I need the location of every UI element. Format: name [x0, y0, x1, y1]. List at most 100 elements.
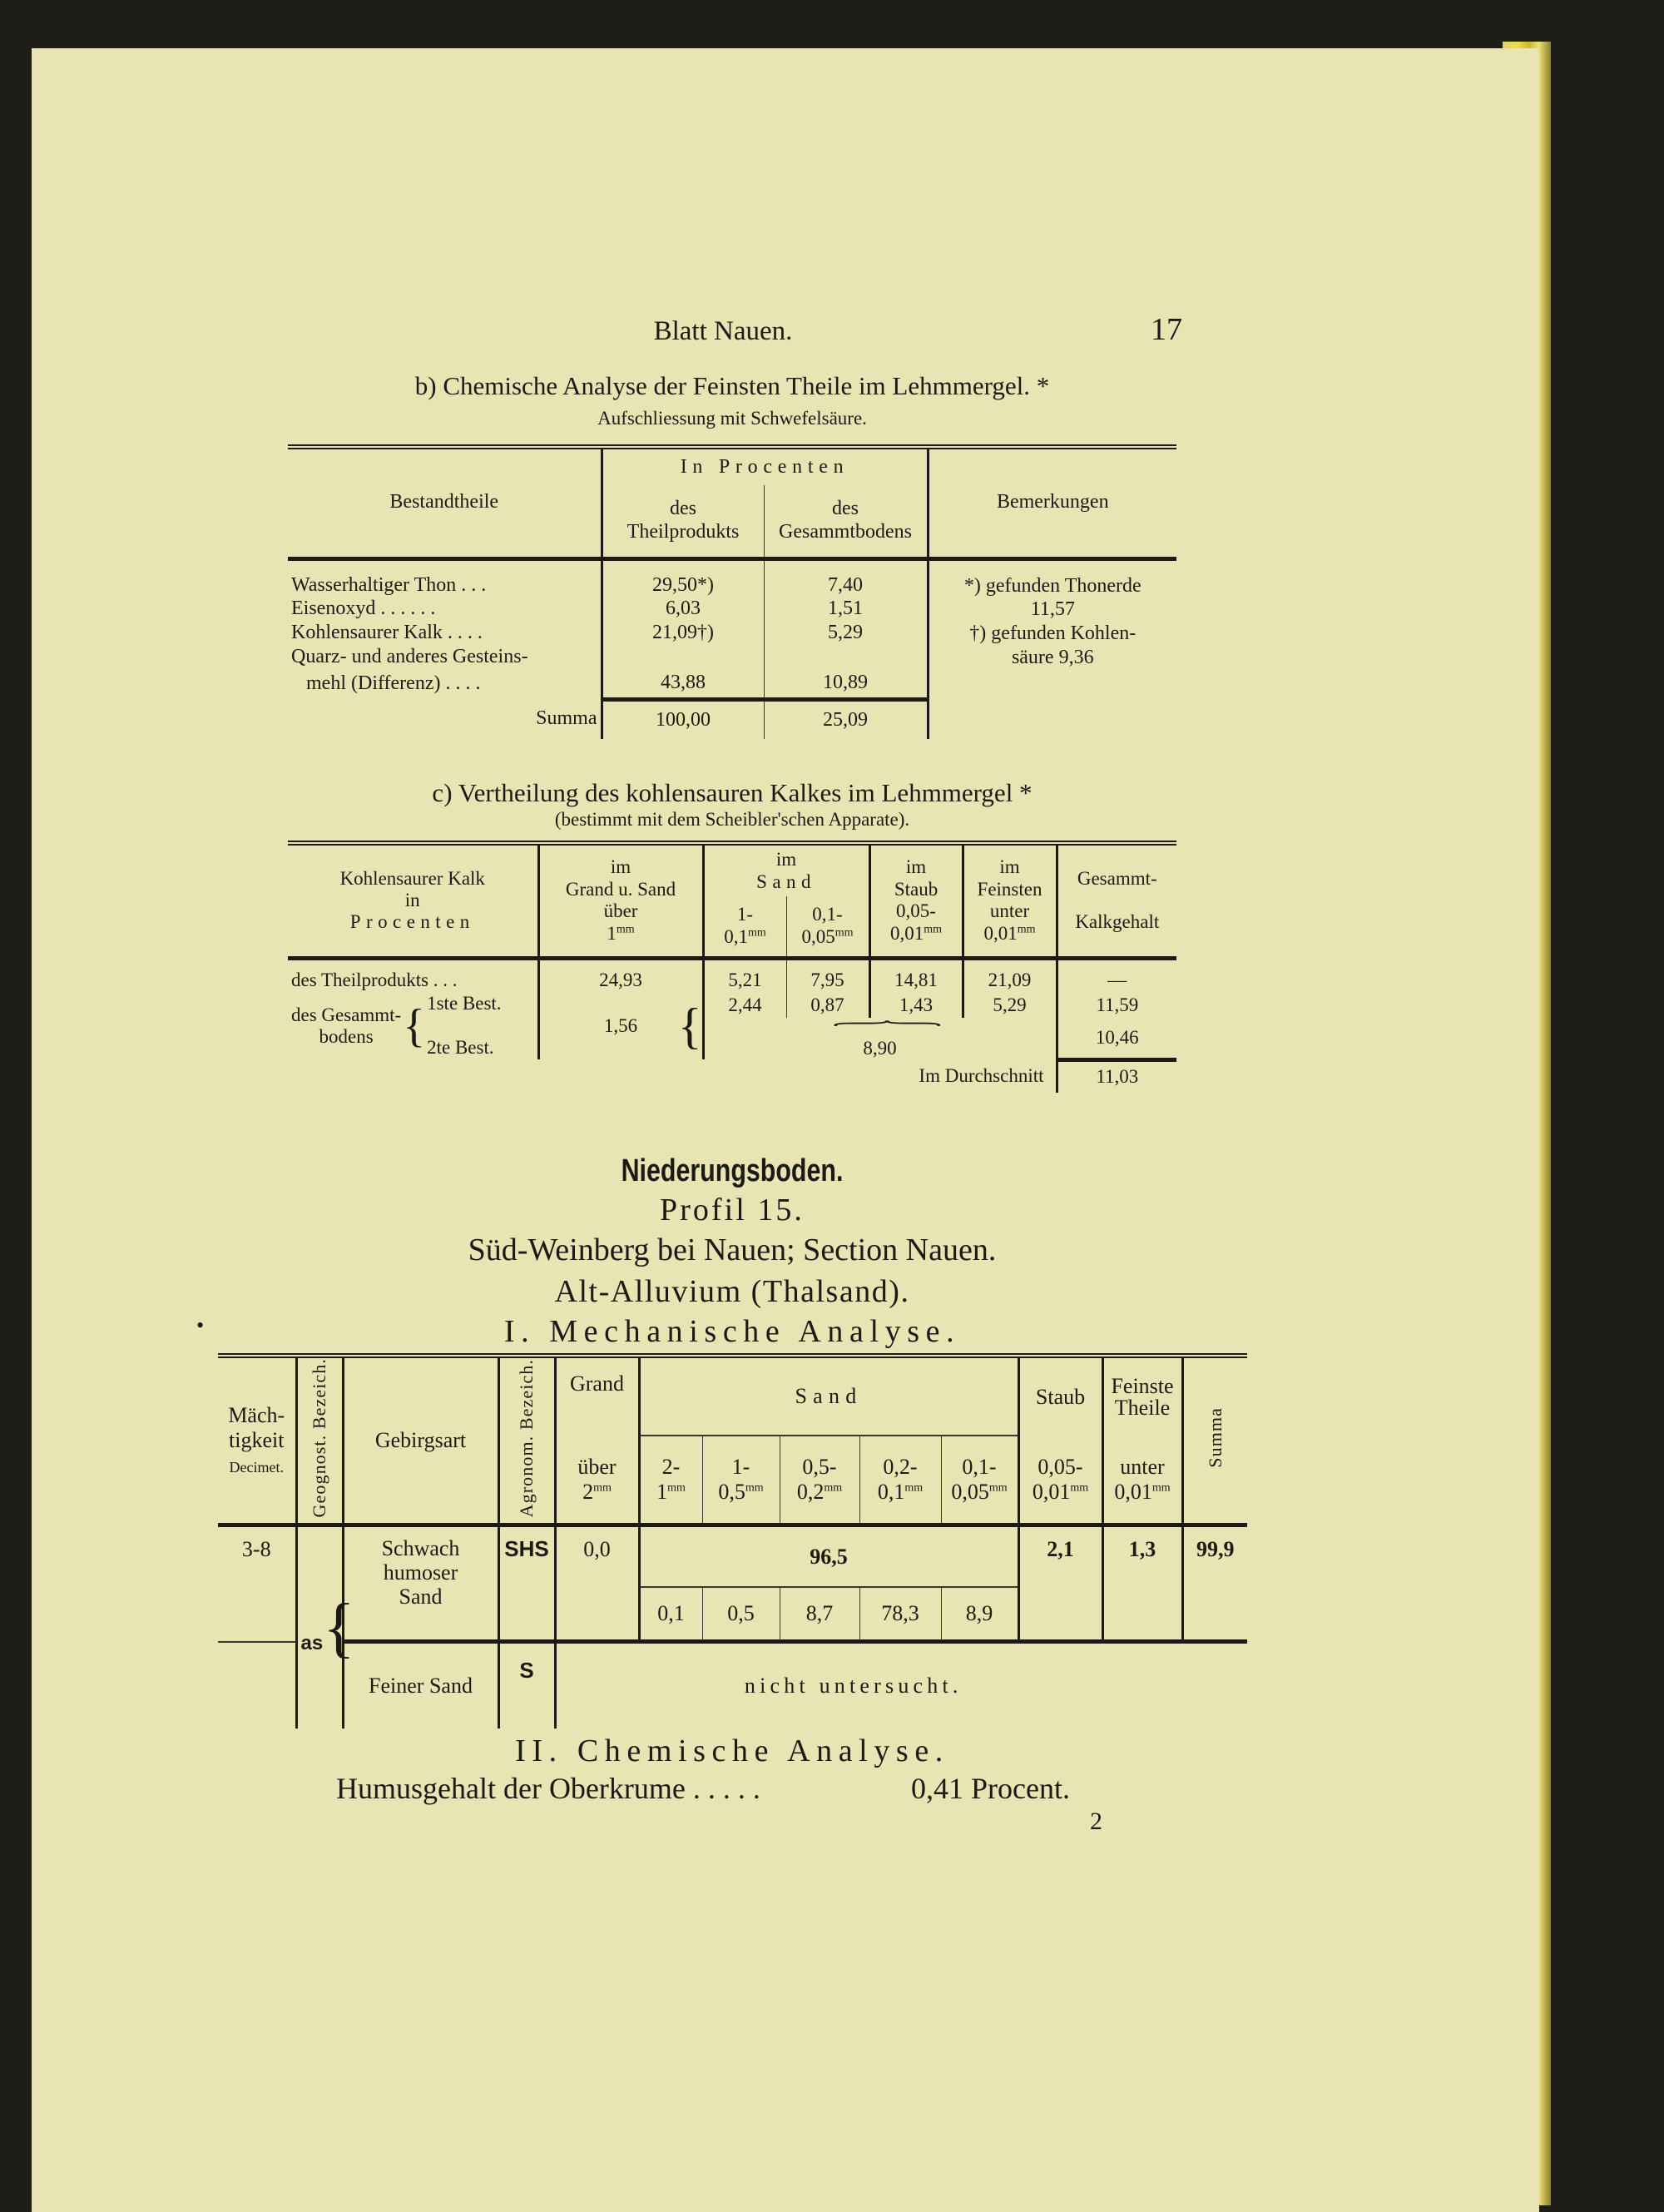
row-label: Kohlensaurer Kalk . . . . [291, 621, 483, 643]
cell-sand: 78,3 [859, 1585, 941, 1642]
bullet-mark: • [196, 1313, 205, 1337]
summa-theil: 100,00 [600, 697, 764, 740]
chemical-analysis-table: Bestandtheile In Procenten Bemerkungen d… [288, 444, 1177, 740]
header-sand-col: 2- 1mm [637, 1435, 702, 1525]
cell [600, 645, 764, 670]
cell: 1,56{ [537, 993, 703, 1059]
row-label-gesammtboden: des Gesammt-bodens { 1ste Best. 2te Best. [291, 993, 502, 1059]
cell-note: nicht untersucht. [553, 1639, 1248, 1728]
header-grand: Grand [553, 1356, 639, 1436]
header-bemerkungen: Bemerkungen [926, 447, 1177, 558]
cell: 10,89 [763, 669, 929, 700]
cell-feinste: 1,3 [1101, 1525, 1183, 1642]
heading-niederungsboden: Niederungsboden. [621, 1153, 844, 1188]
header-agronom: Agronom. Bezeich. [497, 1356, 555, 1525]
header-grand-size: über 2mm [553, 1436, 639, 1525]
brace-icon: { [323, 1591, 355, 1665]
header-in-procenten: In Procenten [600, 447, 929, 485]
summa-gesammt: 25,09 [763, 697, 929, 740]
header-kohlensaurer-kalk: Kohlensaurer Kalk in Procenten [339, 867, 485, 933]
header-gebirgsart: Gebirgsart [341, 1356, 498, 1525]
cell-sand-total: 96,5 [637, 1525, 1019, 1587]
header-sand: im Sand [701, 843, 870, 896]
cell: 6,03 [600, 597, 764, 622]
average-value: 11,03 [1055, 1057, 1177, 1093]
section-c-subtitle: (bestimmt mit dem Scheibler'schen Appara… [554, 809, 910, 830]
header-grand: im Grand u. Sand über 1mm [537, 843, 703, 958]
page-number: 17 [1151, 312, 1182, 347]
row-label: Eisenoxyd . . . . . . [291, 597, 436, 619]
cell: 1,51 [763, 597, 929, 622]
header-staub: im Staub 0,05- 0,01mm [868, 843, 963, 958]
chemical-analysis-title: II. Chemische Analyse. [515, 1733, 949, 1768]
header-sand-2: 0,1- 0,05mm [785, 896, 870, 958]
cell: 10,46 [1055, 1018, 1177, 1059]
header-sand-col: 1- 0,5mm [701, 1435, 780, 1525]
cell-sand: 0,1 [637, 1585, 702, 1642]
average-label: Im Durchschnitt [919, 1064, 1044, 1086]
row-label: des Theilprodukts . . . [291, 970, 458, 991]
cell: 43,88 [600, 669, 764, 700]
cell: 24,93 [537, 958, 703, 993]
mechanical-analysis-table: Mäch-tigkeit Decimet. Geognost. Bezeich. … [218, 1353, 1248, 1728]
header-staub: Staub [1017, 1356, 1103, 1436]
cell-agronom: S [497, 1639, 555, 1728]
section-b-subtitle: Aufschliessung mit Schwefelsäure. [597, 408, 867, 429]
header-sand-col: 0,2- 0,1mm [859, 1435, 941, 1525]
mechanical-analysis-title: I. Mechanische Analyse. [503, 1314, 961, 1349]
signature-mark: 2 [1090, 1808, 1102, 1835]
cell: 7,95 [785, 958, 870, 993]
header-sand-col: 0,1- 0,05mm [940, 1435, 1019, 1525]
header-sand-1: 1- 0,1mm [701, 896, 786, 958]
header-staub-size: 0,05- 0,01mm [1017, 1436, 1103, 1525]
profil-title: Profil 15. [660, 1193, 805, 1228]
cell: — [1055, 958, 1177, 993]
header-sand: Sand [637, 1356, 1019, 1436]
cell [763, 645, 929, 670]
cell: 29,50*) [600, 558, 764, 598]
cell-sand: 8,7 [779, 1585, 859, 1642]
cell: 7,40 [763, 558, 929, 598]
page [32, 48, 1539, 2212]
cell: 11,59 [1055, 993, 1177, 1018]
header-summa: Summa [1181, 1356, 1248, 1525]
header-gesammtbodens: des Gesammtbodens [763, 485, 929, 558]
row-label: Wasserhaltiger Thon . . . [291, 573, 487, 596]
row-label: mehl (Differenz) . . . . [306, 672, 481, 695]
cell-maechtigkeit: 3-8 [241, 1537, 271, 1562]
section-b-title: b) Chemische Analyse der Feinsten Theile… [414, 371, 1050, 400]
cell-grand: 0,0 [553, 1525, 639, 1642]
cell-empty [218, 1640, 296, 1728]
cell-summa: 99,9 [1181, 1525, 1248, 1642]
header-feinste: Feinste Theile [1101, 1356, 1183, 1436]
carbonate-distribution-table: Kohlensaurer Kalk in Procenten im Grand u. … [288, 841, 1177, 1093]
header-maechtigkeit: Mäch-tigkeit Decimet. [228, 1403, 285, 1476]
formation: Alt-Alluvium (Thalsand). [554, 1274, 910, 1309]
header-feinste-size: unter 0,01mm [1101, 1436, 1183, 1525]
location: Süd-Weinberg bei Nauen; Section Nauen. [468, 1232, 997, 1267]
cell-gebirgsart: Feiner Sand [341, 1639, 498, 1728]
cell-geognost: as{ [295, 1525, 355, 1728]
cell: 21,09†) [600, 621, 764, 646]
section-c-title: c) Vertheilung des kohlensauren Kalkes i… [432, 778, 1033, 807]
header-theilprodukts: des Theilprodukts [600, 485, 764, 558]
cell-sand: 0,5 [701, 1585, 780, 1642]
cell-gebirgsart: Schwach humoser Sand [341, 1525, 498, 1642]
cell-agronom: SHS [497, 1525, 555, 1642]
header-sand-col: 0,5- 0,2mm [779, 1435, 859, 1525]
header-feinsten: im Feinsten unter 0,01mm [961, 843, 1057, 958]
cell: 21,09 [961, 958, 1057, 993]
cell: 14,81 [868, 958, 963, 993]
cell-sand: 8,9 [940, 1585, 1019, 1642]
humus-value: 0,41 Procent. [911, 1772, 1070, 1805]
header-geognost: Geognost. Bezeich. [295, 1356, 343, 1525]
cell: 1,43 [868, 993, 963, 1018]
brace-icon: { [677, 999, 702, 1054]
combined-cell: } 8,90 [701, 1018, 1057, 1059]
brace-icon: } [805, 1019, 952, 1028]
header-bestandtheile: Bestandtheile [389, 491, 499, 513]
running-title: Blatt Nauen. [653, 316, 793, 346]
brace-icon: { [403, 1000, 426, 1052]
humus-label: Humusgehalt der Oberkrume . . . . . [336, 1772, 760, 1805]
cell: 5,29 [961, 993, 1057, 1018]
